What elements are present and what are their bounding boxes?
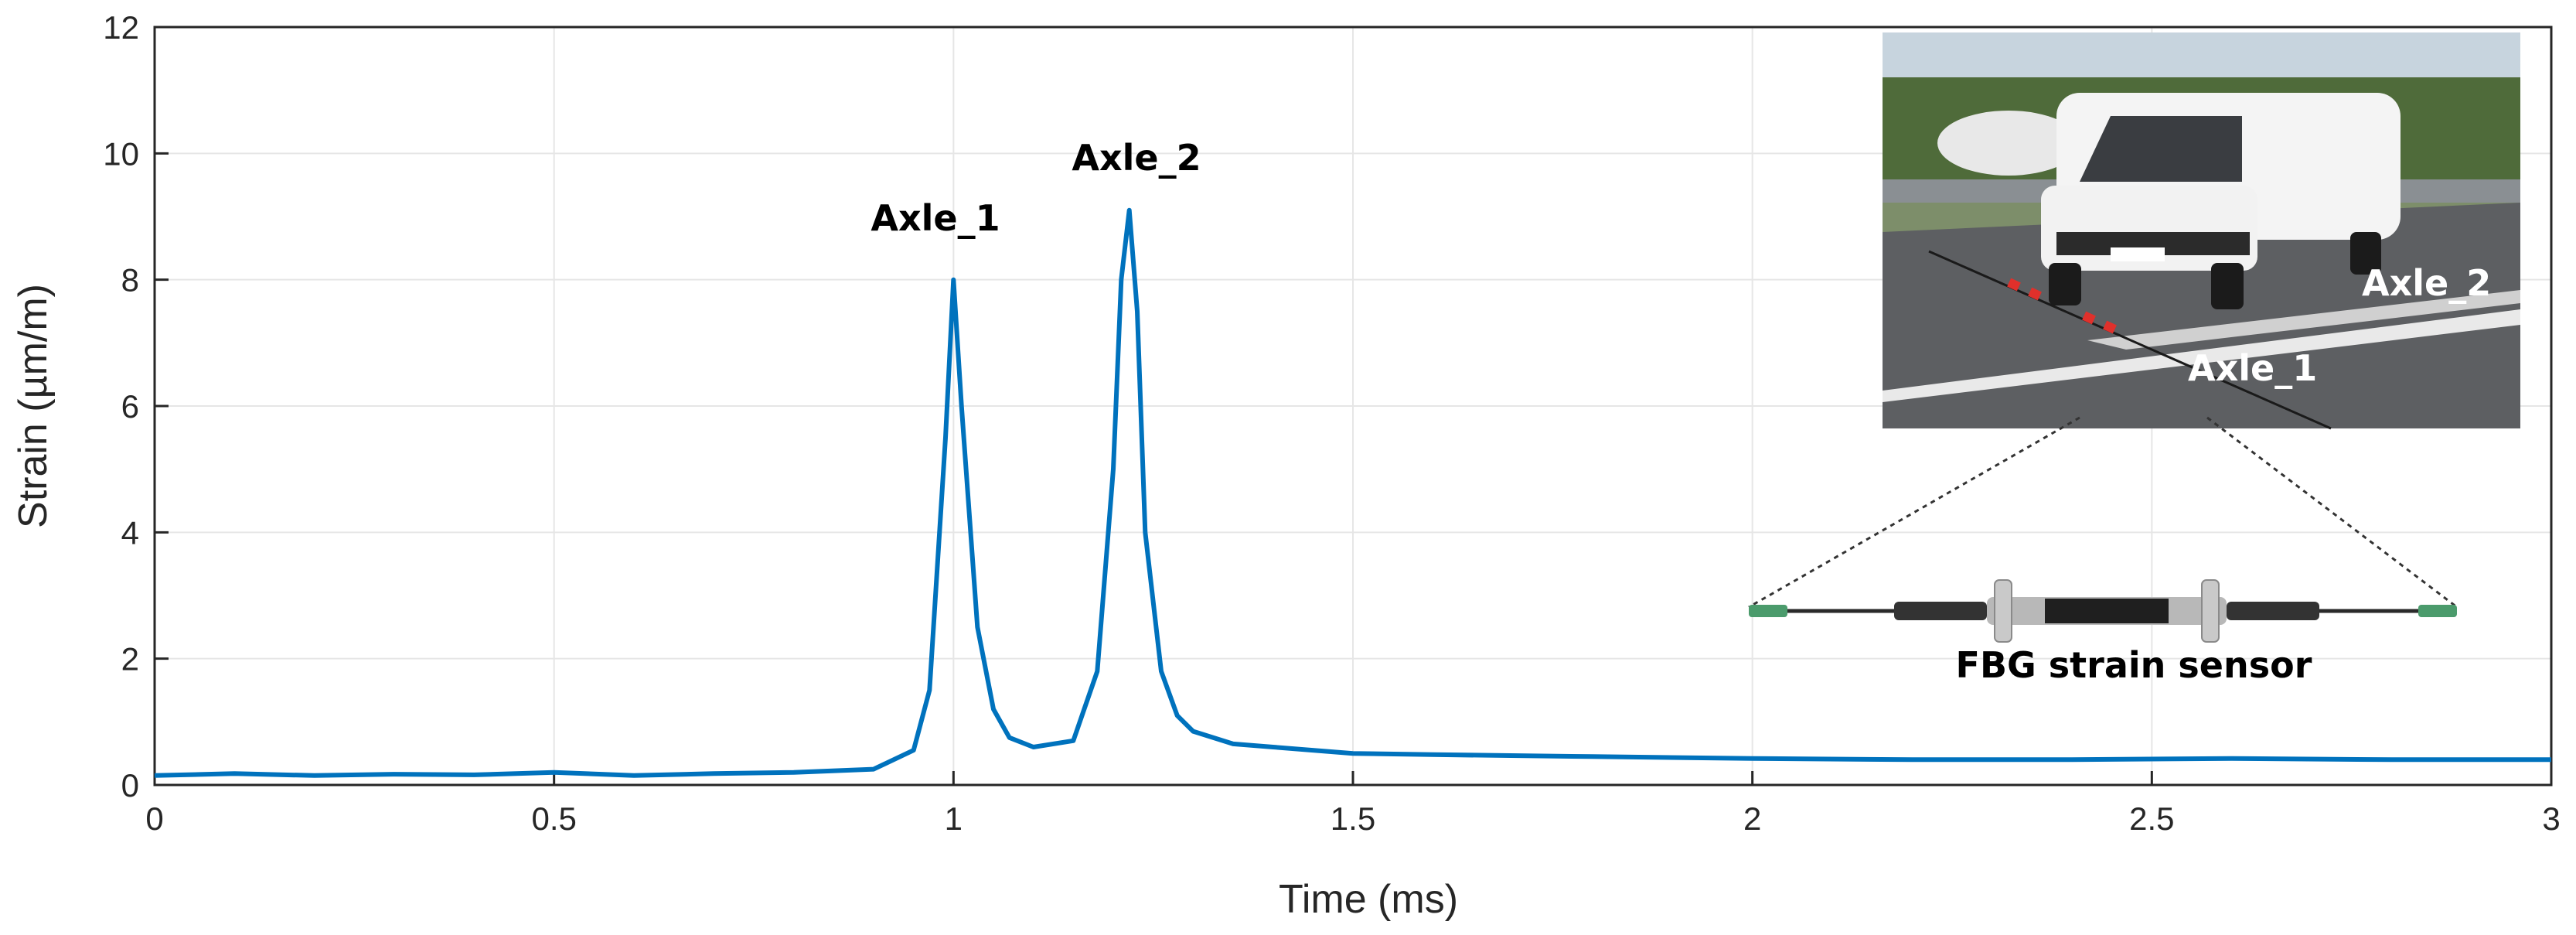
- annotation-axle-2: Axle_2: [1072, 137, 1201, 179]
- x-axis-label: Time (ms): [1279, 877, 1458, 922]
- x-ticks: 0 0.5 1 1.5 2 2.5 3: [145, 771, 2561, 837]
- y-tick-label: 8: [121, 262, 139, 299]
- y-axis-label: Strain (µm/m): [11, 284, 56, 528]
- fbg-sensor-icon: [1749, 579, 2457, 643]
- zoom-line-left: [1748, 416, 2080, 609]
- annotation-axle-1: Axle_1: [871, 197, 1000, 239]
- x-tick-label: 0.5: [531, 800, 576, 837]
- photo-label-axle-1: Axle_1: [2188, 347, 2317, 389]
- y-tick-label: 12: [103, 9, 139, 46]
- photo-label-axle-2: Axle_2: [2362, 262, 2491, 304]
- y-tick-label: 10: [103, 135, 139, 172]
- y-tick-label: 6: [121, 388, 139, 425]
- x-tick-label: 1.5: [1331, 800, 1375, 837]
- fbg-sensor-caption: FBG strain sensor: [1956, 644, 2312, 686]
- inset-photo: Axle_2 Axle_1: [1883, 32, 2520, 430]
- x-tick-label: 0: [145, 800, 163, 837]
- x-tick-label: 1: [945, 800, 963, 837]
- strain-series-line: [154, 207, 2551, 778]
- x-tick-label: 3: [2542, 800, 2560, 837]
- x-tick-label: 2.5: [2129, 800, 2174, 837]
- y-ticks: 0 2 4 6 8 10 12: [103, 9, 169, 804]
- y-tick-label: 2: [121, 641, 139, 677]
- zoom-line-right: [2206, 416, 2458, 609]
- x-tick-label: 2: [1743, 800, 1761, 837]
- y-tick-label: 0: [121, 767, 139, 804]
- y-tick-label: 4: [121, 514, 139, 551]
